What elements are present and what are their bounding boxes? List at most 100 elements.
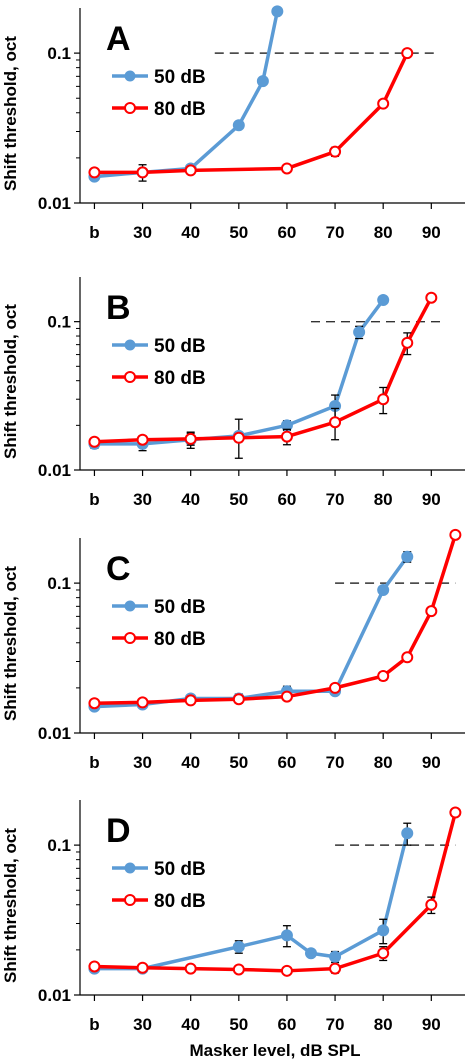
x-tick-label: 50 [229, 753, 248, 772]
chart-panel-c: 0.01 0.1 b 30 40 50 60 70 80 90 Shift threshold, o… [1, 528, 465, 772]
x-tick-label: 30 [133, 753, 152, 772]
data-point [377, 670, 390, 683]
legend-marker [124, 371, 136, 383]
legend-label: 80 dB [154, 891, 206, 912]
x-tick-label: 50 [229, 1015, 248, 1034]
data-point [184, 432, 197, 445]
x-tick-label: 70 [326, 1015, 345, 1034]
data-point [377, 293, 390, 306]
y-axis-title: Shift threshold, oct [1, 828, 20, 983]
series-line-0 [94, 555, 409, 709]
data-point [425, 605, 438, 618]
y-axis-title: Shift threshold, oct [1, 566, 20, 721]
x-tick-label: 30 [133, 490, 152, 509]
y-tick-label: 0.01 [38, 461, 71, 480]
data-point [449, 806, 462, 819]
x-tick-label: b [89, 223, 99, 242]
x-tick-label: 60 [277, 223, 296, 242]
data-point [377, 97, 390, 110]
data-point [280, 929, 293, 942]
data-point [232, 693, 245, 706]
series-line-0 [94, 298, 385, 446]
chart-panel-d: 0.01 0.1 b 30 40 50 60 70 80 90 Shift threshold, o… [1, 800, 465, 1060]
data-point [329, 145, 342, 158]
series-line-1 [94, 296, 433, 444]
x-tick-label: 30 [133, 1015, 152, 1034]
x-tick-label: 90 [422, 490, 441, 509]
data-point [329, 681, 342, 694]
series-group [88, 291, 438, 459]
chart-panel-a: 0.01 0.1 b 30 40 50 60 70 80 90 Shift threshold, o… [1, 5, 465, 242]
data-point [329, 950, 342, 963]
x-tick-label: 30 [133, 223, 152, 242]
series-line-0 [94, 832, 409, 971]
x-tick-label: b [89, 753, 99, 772]
legend-marker [124, 102, 136, 114]
x-tick-label: 90 [422, 223, 441, 242]
data-point [329, 962, 342, 975]
x-tick-label: b [89, 1015, 99, 1034]
data-point [377, 393, 390, 406]
data-point [88, 435, 101, 448]
data-point [136, 696, 149, 709]
series-group [88, 528, 462, 713]
data-point [425, 291, 438, 304]
legend-label: 80 dB [154, 629, 206, 650]
y-tick-label: 0.1 [47, 313, 71, 332]
data-point [88, 960, 101, 973]
data-point [401, 336, 414, 349]
series-line-1 [94, 534, 458, 705]
data-point [305, 947, 317, 960]
x-axis-title: Masker level, dB SPL [189, 1041, 360, 1060]
panel-label: A [106, 20, 131, 58]
series-group [88, 806, 462, 977]
data-point [88, 166, 101, 179]
data-point [232, 963, 245, 976]
data-point [401, 550, 414, 563]
data-point [184, 164, 197, 177]
panel-label: D [106, 812, 131, 850]
legend-marker [124, 600, 136, 612]
y-axis-title: Shift threshold, oct [1, 304, 20, 459]
x-tick-label: 80 [374, 223, 393, 242]
data-point [88, 697, 101, 710]
x-tick-label: 40 [181, 753, 200, 772]
legend-marker [124, 70, 136, 82]
legend-marker [124, 632, 136, 644]
x-tick-label: 80 [374, 1015, 393, 1034]
x-tick-label: 90 [422, 753, 441, 772]
x-tick-label: 40 [181, 223, 200, 242]
x-tick-label: b [89, 490, 99, 509]
data-point [401, 47, 414, 60]
data-point [377, 947, 390, 960]
x-tick-label: 60 [277, 1015, 296, 1034]
legend-label: 50 dB [154, 597, 206, 618]
x-tick-label: 60 [277, 490, 296, 509]
data-point [184, 694, 197, 707]
data-point [377, 583, 390, 596]
data-point [184, 962, 197, 975]
x-tick-label: 90 [422, 1015, 441, 1034]
data-point [280, 690, 293, 703]
series-line-1 [94, 812, 458, 973]
data-point [136, 433, 149, 446]
data-point [280, 964, 293, 977]
data-point [232, 940, 245, 953]
data-point [329, 416, 342, 429]
data-point [425, 898, 438, 911]
legend-label: 50 dB [154, 859, 206, 880]
x-tick-label: 50 [229, 223, 248, 242]
y-tick-label: 0.01 [38, 194, 71, 213]
panel-label: B [106, 289, 131, 327]
legend-label: 80 dB [154, 368, 206, 389]
panel-label: C [106, 550, 131, 588]
x-tick-label: 80 [374, 490, 393, 509]
data-point [232, 431, 245, 444]
legend-label: 50 dB [154, 336, 206, 357]
x-tick-label: 70 [326, 490, 345, 509]
y-tick-label: 0.1 [47, 44, 71, 63]
x-tick-label: 70 [326, 753, 345, 772]
x-tick-label: 40 [181, 490, 200, 509]
legend-label: 50 dB [154, 67, 206, 88]
